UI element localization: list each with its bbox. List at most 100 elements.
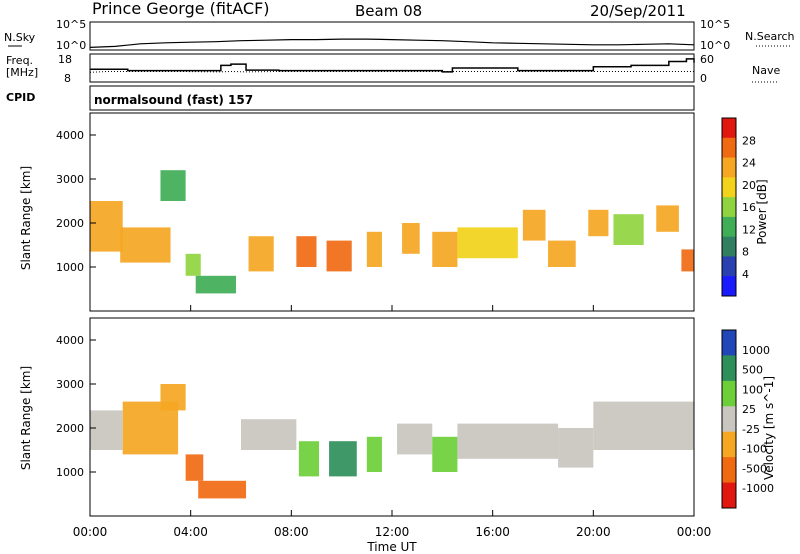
velocity-colorbar-tick: 500 (742, 364, 763, 377)
power-ylabel: Slant Range [km] (19, 166, 33, 270)
velocity-region-5 (241, 419, 297, 450)
power-colorbar-tick: 20 (742, 179, 756, 192)
nsky-series-line (89, 38, 695, 48)
power-colorbar-tick: 12 (742, 223, 756, 236)
velocity-region-12 (558, 428, 594, 468)
freq-tick-top: 18 (58, 53, 72, 66)
velocity-colorbar-segment (722, 457, 736, 484)
power-region-10 (432, 231, 458, 267)
velocity-colorbar-tick: 25 (742, 403, 756, 416)
power-region-15 (613, 214, 644, 245)
velocity-colorbar-tick: -1000 (742, 482, 774, 495)
velocity-colorbar-segment (722, 482, 736, 509)
noise-left-label: N.Sky (4, 31, 36, 44)
velocity-region-11 (457, 423, 559, 459)
date-title: 20/Sep/2011 (590, 2, 686, 20)
velocity-colorbar-segment (722, 431, 736, 458)
power-colorbar-segment (722, 118, 736, 139)
station-title: Prince George (fitACF) (92, 0, 270, 18)
power-yaxis: 4000 3000 2000 1000 (56, 129, 96, 274)
power-region-16 (656, 205, 679, 232)
noise-left-tick-top: 10^5 (56, 18, 86, 31)
freq-series-line (90, 58, 695, 73)
xtick-label: 20:00 (576, 525, 611, 539)
noise-panel: N.Sky 10^5 10^0 10^5 10^0 N.Search (4, 18, 795, 52)
power-region-9 (402, 223, 420, 254)
power-ytick-label: 4000 (56, 129, 84, 142)
freq-panel: Freq. [MHz] 18 8 60 0 Nave (6, 53, 780, 85)
xtick-label: 08:00 (274, 525, 309, 539)
velocity-ytick-label: 3000 (56, 378, 84, 391)
freq-label-bottom: [MHz] (6, 66, 38, 79)
freq-tick-bottom: 8 (64, 72, 71, 85)
power-region-3 (185, 253, 201, 276)
power-colorbar-label: Power [dB] (755, 179, 769, 244)
velocity-colorbar-tick: -100 (742, 443, 767, 456)
xaxis-label: Time UT (366, 540, 417, 554)
power-region-11 (457, 227, 518, 259)
noise-right-label: N.Search (745, 30, 795, 43)
power-colorbar-segment (722, 197, 736, 218)
power-colorbar-segment (722, 216, 736, 238)
velocity-colorbar: 1000 500 100 25 -25 -100 -500 -1000 (721, 329, 774, 509)
power-region-13 (548, 240, 576, 267)
xtick-label: 16:00 (475, 525, 510, 539)
velocity-region-3 (185, 454, 204, 481)
nave-label: Nave (752, 64, 780, 77)
xtick-label: 04:00 (173, 525, 208, 539)
velocity-colorbar-tick: -25 (742, 423, 760, 436)
power-colorbar-segment (722, 276, 736, 297)
power-colorbar: 28 24 20 16 12 8 4 (721, 117, 756, 297)
velocity-colorbar-label: Velocity [m s^-1] (762, 376, 776, 480)
power-region-7 (326, 240, 352, 272)
power-colorbar-tick: 24 (742, 157, 756, 170)
power-region-6 (296, 236, 317, 267)
velocity-ytick-label: 2000 (56, 422, 84, 435)
power-region-0 (90, 201, 123, 252)
velocity-colorbar-tick: 100 (742, 383, 763, 396)
velocity-panel: 4000 3000 2000 1000 Slant Range [km] 1000 50… (19, 317, 776, 517)
power-heatmap (90, 170, 694, 294)
velocity-region-6 (298, 441, 320, 477)
noise-panel-frame (89, 21, 695, 51)
power-region-8 (366, 231, 382, 267)
xtick-label: 00:00 (677, 525, 712, 539)
beam-title: Beam 08 (355, 2, 422, 20)
velocity-region-9 (397, 423, 433, 455)
velocity-region-7 (329, 441, 357, 477)
velocity-region-4 (198, 480, 247, 499)
velocity-ytick-label: 4000 (56, 334, 84, 347)
power-region-2 (160, 170, 186, 201)
noise-right-tick-top: 10^5 (700, 18, 730, 31)
nave-tick-top: 60 (700, 53, 714, 66)
power-colorbar-tick: 8 (742, 246, 749, 259)
power-colorbar-segment (722, 157, 736, 178)
power-colorbar-tick: 4 (742, 268, 749, 281)
velocity-region-0 (90, 410, 123, 450)
velocity-yaxis: 4000 3000 2000 1000 (56, 334, 96, 479)
velocity-colorbar-frame (721, 329, 737, 509)
velocity-colorbar-segment (722, 355, 736, 382)
velocity-region-10 (432, 436, 458, 472)
velocity-region-8 (366, 436, 382, 472)
velocity-ylabel: Slant Range [km] (19, 366, 33, 470)
cpid-text: normalsound (fast) 157 (94, 93, 253, 107)
velocity-colorbar-tick: -500 (742, 462, 767, 475)
noise-right-tick-bottom: 10^0 (700, 39, 730, 52)
nave-tick-bottom: 0 (700, 72, 707, 85)
velocity-region-2 (160, 384, 186, 411)
power-colorbar-segment (722, 256, 736, 277)
velocity-region-13 (593, 401, 694, 450)
nave-series-line (89, 70, 694, 73)
velocity-colorbar-segment (722, 406, 736, 433)
power-region-1 (120, 227, 171, 263)
power-colorbar-segment (722, 137, 736, 159)
power-region-14 (588, 209, 609, 237)
time-xaxis: 00:00 04:00 08:00 12:00 16:00 20:00 00:00 (73, 305, 712, 539)
cpid-panel-frame (89, 85, 695, 111)
power-region-17 (681, 249, 694, 272)
velocity-colorbar-segment (722, 330, 736, 356)
cpid-label: CPID (6, 91, 35, 104)
xtick-label: 00:00 (73, 525, 108, 539)
